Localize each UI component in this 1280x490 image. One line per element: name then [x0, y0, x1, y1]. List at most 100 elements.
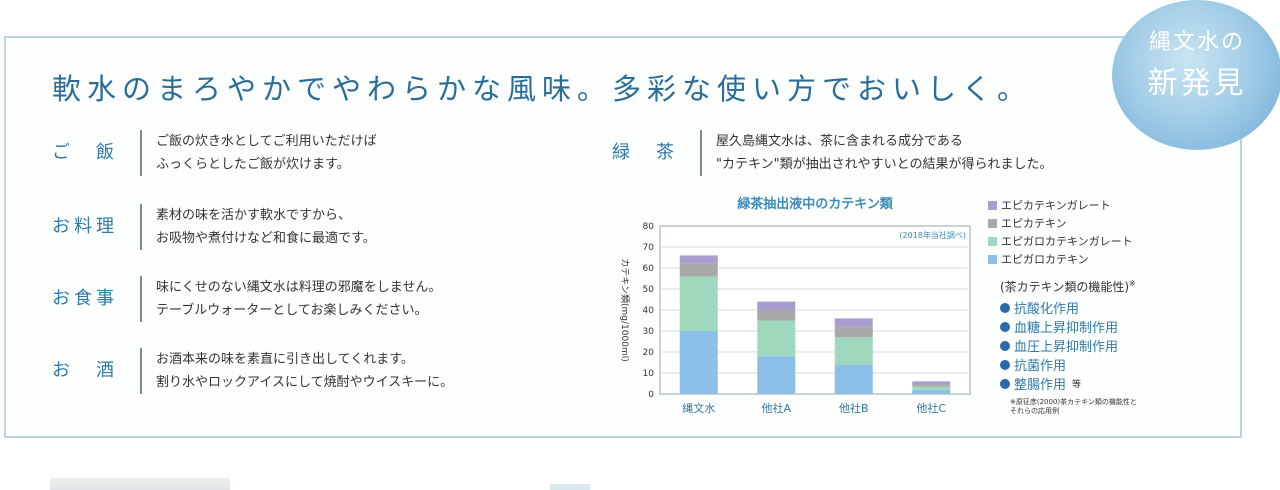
y-tick-label: 0	[648, 390, 654, 400]
usage-line: 屋久島縄文水は、茶に含まれる成分である	[716, 134, 963, 149]
bar-segment	[834, 326, 873, 338]
bar-segment	[834, 364, 873, 394]
legend-swatch	[988, 236, 997, 246]
function-text: 整腸作用	[1014, 378, 1067, 393]
usage-line: 割り水やロックアイスにして焼酎やウイスキーに。	[156, 375, 454, 390]
function-suffix: 等	[1072, 380, 1082, 390]
headline: 軟水のまろやかでやわらかな風味。多彩な使い方でおいしく。	[52, 72, 1033, 106]
bottom-image-fragment	[50, 478, 230, 490]
bullet-icon	[1000, 378, 1010, 389]
function-text: 血圧上昇抑制作用	[1014, 340, 1119, 355]
usage-item-cooking: お料理 素材の味を活かす軟水ですから、 お吸物や煮付けなど和食に最適です。	[52, 204, 552, 250]
bullet-icon	[1000, 302, 1010, 313]
legend-label: エピカテキン	[1001, 217, 1067, 230]
bar-segment	[912, 381, 951, 385]
usage-label: お食事	[52, 288, 118, 309]
function-text: 抗酸化作用	[1014, 302, 1080, 317]
chart-note: (2018年当社調べ)	[899, 230, 966, 240]
usage-item-rice: ご 飯 ご飯の炊き水としてご利用いただけば ふっくらとしたご飯が炊けます。	[52, 130, 552, 176]
usage-text: ご飯の炊き水としてご利用いただけば ふっくらとしたご飯が炊けます。	[156, 130, 377, 176]
function-item: 抗菌作用	[1000, 355, 1118, 374]
divider	[700, 130, 702, 176]
usage-line: ふっくらとしたご飯が炊けます。	[156, 157, 350, 172]
y-tick-label: 20	[643, 348, 655, 358]
legend-entry: エピガロカテキンガレート	[988, 232, 1133, 250]
bar-segment	[757, 356, 796, 394]
catechin-bar-chart: 0 10 20 30 40 50 60 70 80 (2018年当社調べ) カテキン類(mg/100…	[619, 222, 971, 415]
usage-text: 素材の味を活かす軟水ですから、 お吸物や煮付けなど和食に最適です。	[156, 204, 376, 250]
footnote-line: ※原征彦(2000)茶カテキン類の機能性と	[1010, 398, 1137, 406]
legend-entry: エピカテキンガレート	[988, 196, 1133, 214]
x-tick-label: 縄文水	[682, 401, 715, 415]
y-tick-label: 40	[643, 306, 655, 316]
functions-title-text: (茶カテキン類の機能性)	[1000, 280, 1130, 294]
y-tick-label: 50	[643, 285, 655, 295]
usage-item-meal: お食事 味にくせのない縄文水は料理の邪魔をしません。 テーブルウォーターとしてお…	[52, 276, 592, 322]
chart-legend: エピカテキンガレート エピカテキンエピガロカテキンガレート エピガロカテキン	[988, 196, 1133, 268]
usage-label: ご 飯	[52, 142, 118, 163]
function-text: 血糖上昇抑制作用	[1014, 321, 1119, 336]
usage-label: お料理	[52, 216, 118, 237]
legend-label: エピガロカテキンガレート	[1001, 235, 1133, 248]
legend-swatch	[988, 200, 997, 210]
legend-swatch	[988, 254, 997, 264]
seal-badge	[1112, 0, 1280, 150]
bar-segment	[679, 263, 718, 277]
y-tick-label: 10	[643, 369, 655, 379]
usage-line: ご飯の炊き水としてご利用いただけば	[156, 134, 377, 149]
bar-segment	[912, 386, 951, 390]
content-panel	[4, 36, 1242, 438]
bar-segment	[679, 331, 718, 394]
footnote: ※原征彦(2000)茶カテキン類の機能性と それらの応用例	[1010, 398, 1210, 416]
usage-label: 緑 茶	[612, 142, 678, 163]
usage-line: 味にくせのない縄文水は料理の邪魔をしません。	[156, 280, 442, 295]
seal-text-line2: 新発見	[1147, 66, 1247, 101]
usage-line: お酒本来の味を素直に引き出してくれます。	[156, 352, 414, 367]
bar-segment	[912, 384, 951, 387]
y-tick-label: 80	[643, 222, 655, 232]
y-tick-label: 70	[643, 243, 655, 253]
bar-segment	[912, 389, 951, 394]
bar-segment	[834, 337, 873, 365]
legend-label: エピガロカテキン	[1001, 253, 1089, 266]
divider	[140, 348, 142, 394]
divider	[140, 204, 142, 250]
x-tick-label: 他社B	[839, 401, 869, 415]
function-item: 血糖上昇抑制作用	[1000, 317, 1118, 336]
functions-list: 抗酸化作用 血糖上昇抑制作用 血圧上昇抑制作用 抗菌作用 整腸作用等	[1000, 298, 1118, 393]
seal-text-line1: 縄文水の	[1148, 30, 1245, 55]
bar-segment	[834, 318, 873, 327]
usage-line: お吸物や煮付けなど和食に最適です。	[156, 231, 376, 246]
legend-swatch	[988, 218, 997, 228]
legend-label: エピカテキンガレート	[1001, 199, 1111, 212]
legend-entry: エピカテキン	[988, 214, 1133, 232]
footnote-line: それらの応用例	[1010, 407, 1059, 415]
usage-text: お酒本来の味を素直に引き出してくれます。 割り水やロックアイスにして焼酎やウイス…	[156, 348, 453, 394]
x-tick-label: 他社C	[916, 401, 946, 415]
bar-segment	[757, 310, 796, 321]
usage-label: お 酒	[52, 360, 118, 381]
usage-line: テーブルウォーターとしてお楽しみください。	[156, 303, 428, 318]
bar-segment	[757, 301, 796, 310]
legend-entry: エピガロカテキン	[988, 250, 1133, 268]
usage-line: "カテキン"類が抽出されやすいとの結果が得られました。	[716, 157, 1053, 172]
bottom-image-fragment	[550, 484, 590, 490]
divider	[140, 276, 142, 322]
divider	[140, 130, 142, 176]
usage-item-sake: お 酒 お酒本来の味を素直に引き出してくれます。 割り水やロックアイスにして焼酎…	[52, 348, 592, 394]
y-tick-label: 30	[643, 327, 655, 337]
function-item: 抗酸化作用	[1000, 298, 1118, 317]
usage-item-green-tea: 緑 茶 屋久島縄文水は、茶に含まれる成分である "カテキン"類が抽出されやすいと…	[612, 130, 1212, 176]
y-axis-label: カテキン類(mg/1000ml)	[619, 258, 630, 361]
usage-text: 味にくせのない縄文水は料理の邪魔をしません。 テーブルウォーターとしてお楽しみく…	[156, 276, 441, 322]
bullet-icon	[1000, 340, 1010, 351]
bar-segment	[679, 276, 718, 331]
usage-line: 素材の味を活かす軟水ですから、	[156, 208, 352, 223]
y-tick-label: 60	[643, 264, 655, 274]
x-tick-label: 他社A	[761, 401, 791, 415]
bar-segment	[679, 255, 718, 264]
bullet-icon	[1000, 321, 1010, 332]
functions-title: (茶カテキン類の機能性)※	[1000, 278, 1136, 295]
usage-text: 屋久島縄文水は、茶に含まれる成分である "カテキン"類が抽出されやすいとの結果が…	[716, 130, 1052, 176]
functions-title-mark: ※	[1129, 279, 1136, 288]
